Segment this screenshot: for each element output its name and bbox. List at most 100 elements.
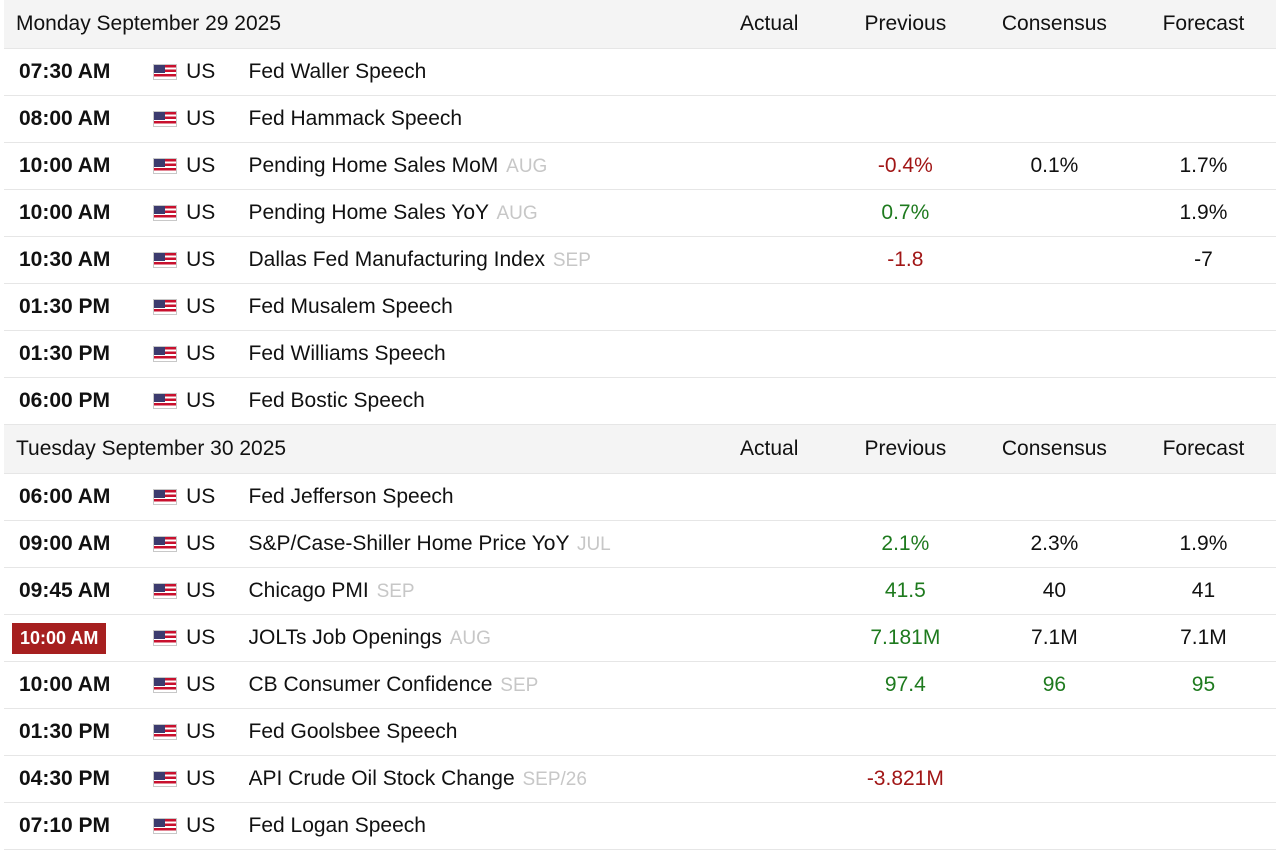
- consensus-value: 7.1M: [1031, 626, 1078, 649]
- event-row[interactable]: 01:30 PM US Fed Williams Speech: [4, 331, 1276, 378]
- day-date: Monday September 29 2025: [16, 12, 282, 35]
- country-cell: US: [149, 201, 248, 225]
- event-time-cell: 01:30 PM: [4, 292, 149, 322]
- country-cell: US: [149, 814, 248, 838]
- us-flag-icon: [153, 536, 178, 552]
- event-name-link[interactable]: Fed Williams Speech: [248, 342, 446, 365]
- column-header-previous: Previous: [864, 437, 947, 460]
- event-name-link[interactable]: Fed Jefferson Speech: [248, 485, 454, 508]
- event-row[interactable]: 09:45 AM US Chicago PMI SEP 41.5 40 41: [4, 568, 1276, 615]
- us-flag-icon: [153, 64, 178, 80]
- event-name-cell: Fed Goolsbee Speech: [249, 720, 706, 744]
- event-name-link[interactable]: Fed Bostic Speech: [248, 389, 425, 412]
- event-time: 09:00 AM: [19, 532, 111, 555]
- event-reference-period: SEP/26: [522, 769, 587, 790]
- event-time: 09:45 AM: [19, 579, 111, 602]
- country-code: US: [186, 201, 216, 224]
- country-cell: US: [149, 107, 248, 131]
- event-time: 08:00 AM: [19, 107, 111, 130]
- us-flag-icon: [153, 205, 178, 221]
- event-time: 06:00 AM: [19, 485, 111, 508]
- event-time-cell: 07:10 PM: [4, 811, 149, 841]
- us-flag-icon: [153, 299, 178, 315]
- country-cell: US: [149, 673, 248, 697]
- event-name-cell: Dallas Fed Manufacturing Index SEP: [249, 248, 706, 272]
- event-name-link[interactable]: Pending Home Sales MoM: [248, 154, 499, 177]
- event-row[interactable]: 10:00 AM US Pending Home Sales YoY AUG 0.7%…: [4, 190, 1276, 237]
- day-header: Monday September 29 2025 Actual Previous Co…: [4, 0, 1276, 49]
- us-flag-icon: [153, 489, 178, 505]
- column-header-forecast: Forecast: [1162, 12, 1245, 35]
- previous-value: -0.4%: [877, 154, 933, 177]
- event-time: 10:30 AM: [19, 248, 111, 271]
- event-time-cell: 10:00 AM: [4, 670, 149, 700]
- event-name-cell: Fed Bostic Speech: [249, 389, 706, 413]
- event-name-link[interactable]: Pending Home Sales YoY: [248, 201, 489, 224]
- event-row[interactable]: 06:00 AM US Fed Jefferson Speech: [4, 474, 1276, 521]
- event-name-link[interactable]: Chicago PMI: [248, 579, 369, 602]
- column-header-consensus: Consensus: [1001, 12, 1107, 35]
- event-reference-period: AUG: [449, 628, 491, 649]
- country-code: US: [186, 342, 216, 365]
- event-row[interactable]: 01:30 PM US Fed Musalem Speech: [4, 284, 1276, 331]
- country-code: US: [186, 767, 216, 790]
- event-name-cell: Chicago PMI SEP: [249, 579, 706, 603]
- country-code: US: [186, 626, 216, 649]
- event-name-cell: Pending Home Sales YoY AUG: [249, 201, 706, 225]
- event-name-link[interactable]: Fed Waller Speech: [248, 60, 427, 83]
- country-cell: US: [149, 532, 248, 556]
- column-header-consensus: Consensus: [1001, 437, 1107, 460]
- country-code: US: [186, 532, 216, 555]
- event-reference-period: SEP: [376, 581, 415, 602]
- event-time-cell: 10:00 AM: [4, 198, 149, 228]
- event-name-link[interactable]: CB Consumer Confidence: [248, 673, 493, 696]
- event-name-link[interactable]: Fed Logan Speech: [248, 814, 426, 837]
- consensus-value: 0.1%: [1030, 154, 1079, 177]
- forecast-value: 41: [1191, 579, 1216, 602]
- event-row[interactable]: 08:00 AM US Fed Hammack Speech: [4, 96, 1276, 143]
- country-code: US: [186, 720, 216, 743]
- event-time-cell: 01:30 PM: [4, 717, 149, 747]
- event-name-link[interactable]: Dallas Fed Manufacturing Index: [248, 248, 546, 271]
- country-cell: US: [149, 295, 248, 319]
- event-row[interactable]: 10:00 AM US Pending Home Sales MoM AUG -0.4…: [4, 143, 1276, 190]
- column-header-forecast: Forecast: [1162, 437, 1245, 460]
- event-name-link[interactable]: Fed Goolsbee Speech: [248, 720, 458, 743]
- event-row[interactable]: 10:00 AM US JOLTs Job Openings AUG 7.181M 7.…: [4, 615, 1276, 662]
- event-row[interactable]: 10:00 AM US CB Consumer Confidence SEP 97.4…: [4, 662, 1276, 709]
- event-row[interactable]: 04:30 PM US API Crude Oil Stock Change SEP…: [4, 756, 1276, 803]
- event-row[interactable]: 10:30 AM US Dallas Fed Manufacturing Index…: [4, 237, 1276, 284]
- event-row[interactable]: 01:30 PM US Fed Goolsbee Speech: [4, 709, 1276, 756]
- country-code: US: [186, 579, 216, 602]
- event-time-cell: 04:30 PM: [4, 764, 149, 794]
- previous-value: 7.181M: [870, 626, 941, 649]
- event-name-link[interactable]: API Crude Oil Stock Change: [248, 767, 515, 790]
- event-row[interactable]: 07:10 PM US Fed Logan Speech: [4, 803, 1276, 850]
- forecast-value: 95: [1191, 673, 1216, 696]
- event-name-link[interactable]: Fed Hammack Speech: [248, 107, 463, 130]
- event-name-cell: Fed Hammack Speech: [249, 107, 706, 131]
- event-time-cell: 06:00 AM: [4, 482, 149, 512]
- us-flag-icon: [153, 724, 178, 740]
- country-code: US: [186, 485, 216, 508]
- event-name-link[interactable]: Fed Musalem Speech: [248, 295, 453, 318]
- forecast-value: 1.9%: [1179, 532, 1228, 555]
- us-flag-icon: [153, 346, 178, 362]
- event-row[interactable]: 07:30 AM US Fed Waller Speech: [4, 49, 1276, 96]
- event-name-cell: Fed Musalem Speech: [249, 295, 706, 319]
- country-code: US: [186, 295, 216, 318]
- country-code: US: [186, 60, 216, 83]
- country-code: US: [186, 673, 216, 696]
- event-name-link[interactable]: S&P/Case-Shiller Home Price YoY: [248, 532, 570, 555]
- forecast-value: 1.9%: [1179, 201, 1228, 224]
- day-header: Tuesday September 30 2025 Actual Previous C…: [4, 425, 1276, 474]
- event-name-link[interactable]: JOLTs Job Openings: [248, 626, 442, 649]
- event-row[interactable]: 06:00 PM US Fed Bostic Speech: [4, 378, 1276, 425]
- event-reference-period: JUL: [576, 534, 611, 555]
- country-cell: US: [149, 60, 248, 84]
- country-cell: US: [149, 720, 248, 744]
- previous-value: 0.7%: [881, 201, 930, 224]
- event-row[interactable]: 09:00 AM US S&P/Case-Shiller Home Price Yo…: [4, 521, 1276, 568]
- column-header-previous: Previous: [864, 12, 947, 35]
- event-time: 04:30 PM: [19, 767, 111, 790]
